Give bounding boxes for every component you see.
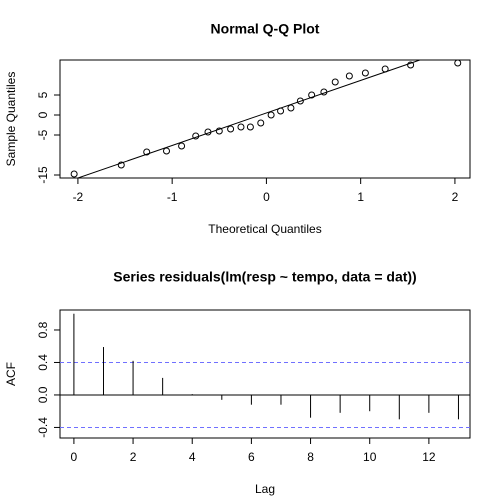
point xyxy=(257,119,265,127)
chart-title: Normal Q-Q Plot xyxy=(211,21,320,37)
chart-title: Series residuals(lm(resp ~ tempo, data =… xyxy=(113,269,416,285)
x-axis-label: Theoretical Quantiles xyxy=(208,222,321,236)
y-tick-label: 5 xyxy=(36,91,50,98)
point xyxy=(267,111,275,119)
point xyxy=(70,170,78,178)
point xyxy=(143,148,151,156)
point xyxy=(320,88,328,96)
point xyxy=(204,128,212,136)
x-tick-label: 0 xyxy=(263,190,270,204)
point xyxy=(407,61,415,69)
point xyxy=(296,97,304,105)
point xyxy=(308,91,316,99)
point xyxy=(117,161,125,169)
point xyxy=(381,65,389,73)
y-tick-label: 0.8 xyxy=(36,321,50,338)
x-tick-label: 1 xyxy=(357,190,364,204)
y-tick-label: -5 xyxy=(36,129,50,140)
point xyxy=(163,147,171,155)
x-tick-label: 8 xyxy=(307,450,314,464)
x-tick-label: 6 xyxy=(248,450,255,464)
x-axis-label: Lag xyxy=(255,482,275,496)
y-axis-label: ACF xyxy=(4,362,18,386)
x-tick-label: 4 xyxy=(189,450,196,464)
plot-box xyxy=(59,309,471,439)
y-tick-label: 0.4 xyxy=(36,354,50,371)
point xyxy=(192,132,200,140)
point xyxy=(215,127,223,135)
x-tick-label: -1 xyxy=(167,190,178,204)
point xyxy=(331,78,339,86)
y-tick-label: 0 xyxy=(36,111,50,118)
point xyxy=(287,104,295,112)
point xyxy=(345,72,353,80)
point xyxy=(454,59,462,67)
y-axis-label: Sample Quantiles xyxy=(4,72,18,167)
point xyxy=(277,107,285,115)
point xyxy=(178,142,186,150)
x-tick-label: -2 xyxy=(73,190,84,204)
x-tick-label: 10 xyxy=(363,450,377,464)
x-tick-label: 12 xyxy=(422,450,436,464)
reference-line xyxy=(76,60,422,178)
y-tick-label: -15 xyxy=(36,166,50,184)
x-tick-label: 2 xyxy=(130,450,137,464)
point xyxy=(237,123,245,131)
x-tick-label: 2 xyxy=(452,190,459,204)
y-tick-label: 0.0 xyxy=(36,386,50,403)
point xyxy=(361,69,369,77)
plot-box xyxy=(59,59,471,179)
y-tick-label: -0.4 xyxy=(36,417,50,438)
point xyxy=(246,123,254,131)
x-tick-label: 0 xyxy=(71,450,78,464)
point xyxy=(227,125,235,133)
